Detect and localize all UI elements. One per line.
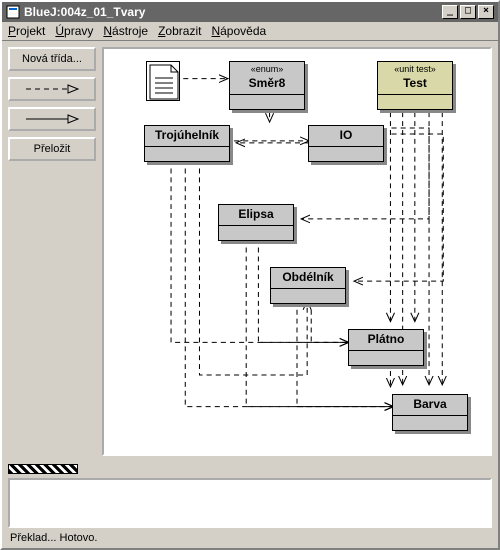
stereotype: «unit test» — [378, 62, 452, 74]
menu-zobrazit[interactable]: Zobrazit — [158, 24, 201, 38]
class-test[interactable]: «unit test»Test — [377, 61, 453, 110]
class-elipsa[interactable]: Elipsa — [218, 204, 294, 241]
stereotype: «enum» — [230, 62, 304, 74]
canvas-wrap: «enum»Směr8 «unit test»Test Trojúhelník IO E… — [102, 47, 492, 456]
class-name: Směr8 — [230, 74, 304, 95]
menubar: Projekt Úpravy Nástroje Zobrazit Nápověd… — [2, 22, 498, 41]
main-area: Nová třída... Přeložit — [2, 41, 498, 462]
menu-projekt[interactable]: Projekt — [8, 24, 45, 38]
status-bar: Překlad... Hotovo. — [2, 530, 498, 548]
class-smer8[interactable]: «enum»Směr8 — [229, 61, 305, 110]
titlebar[interactable]: BlueJ:004z_01_Tvary _ □ × — [2, 2, 498, 22]
class-name: IO — [309, 126, 383, 147]
class-name: Plátno — [349, 330, 423, 351]
window-title: BlueJ:004z_01_Tvary — [24, 5, 145, 19]
minimize-button[interactable]: _ — [442, 5, 458, 19]
class-name: Barva — [393, 395, 467, 416]
dashed-arrow-icon — [22, 83, 82, 95]
class-trojuhelnik[interactable]: Trojúhelník — [144, 125, 230, 162]
class-name: Test — [378, 74, 452, 95]
new-class-button[interactable]: Nová třída... — [8, 47, 96, 71]
solid-arrow-icon — [22, 113, 82, 125]
class-name: Obdélník — [271, 268, 345, 289]
class-platno[interactable]: Plátno — [348, 329, 424, 366]
class-diagram-canvas[interactable]: «enum»Směr8 «unit test»Test Trojúhelník IO E… — [102, 47, 492, 456]
close-button[interactable]: × — [478, 5, 494, 19]
class-io[interactable]: IO — [308, 125, 384, 162]
compile-button[interactable]: Přeložit — [8, 137, 96, 161]
menu-nastroje[interactable]: Nástroje — [103, 24, 148, 38]
class-name: Trojúhelník — [145, 126, 229, 147]
menu-napoveda[interactable]: Nápověda — [211, 24, 266, 38]
class-obdelnik[interactable]: Obdélník — [270, 267, 346, 304]
readme-note[interactable] — [146, 61, 180, 101]
note-icon — [147, 62, 181, 102]
dashed-arrow-button[interactable] — [8, 77, 96, 101]
app-window: BlueJ:004z_01_Tvary _ □ × Projekt Úpravy… — [0, 0, 500, 550]
menu-upravy[interactable]: Úpravy — [55, 24, 93, 38]
object-bench-handle[interactable] — [8, 464, 78, 474]
class-barva[interactable]: Barva — [392, 394, 468, 431]
solid-arrow-button[interactable] — [8, 107, 96, 131]
object-bench[interactable] — [8, 478, 492, 528]
app-icon — [6, 5, 20, 19]
sidebar: Nová třída... Přeložit — [8, 47, 96, 456]
maximize-button[interactable]: □ — [460, 5, 476, 19]
class-name: Elipsa — [219, 205, 293, 226]
